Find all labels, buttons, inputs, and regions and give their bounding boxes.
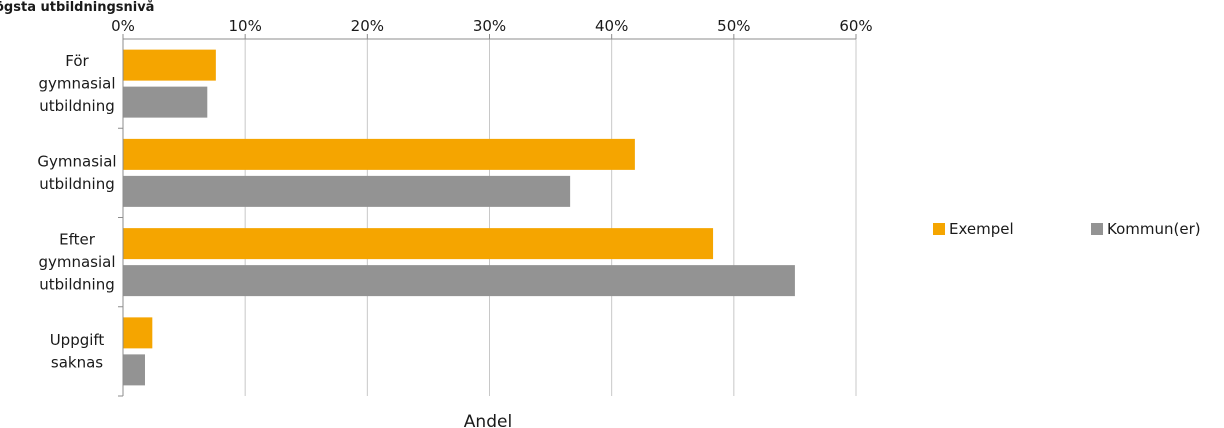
- x-tick-label: 10%: [228, 17, 261, 35]
- bars: [123, 49, 795, 386]
- category-label: Uppgift saknas: [50, 331, 105, 372]
- bar-exempel-2: [123, 228, 714, 260]
- category-label: För gymnasial utbildning: [38, 52, 115, 115]
- x-tick-label: 50%: [717, 17, 750, 35]
- legend-item: Kommun(er): [1091, 220, 1201, 238]
- x-tick-label: 60%: [839, 17, 872, 35]
- legend-label: Kommun(er): [1107, 220, 1201, 238]
- grid-lines: [244, 39, 857, 396]
- x-axis-label: Andel: [464, 412, 512, 428]
- category-label: Gymnasial utbildning: [37, 153, 116, 194]
- bar-kommun-er-2: [123, 265, 795, 297]
- x-tick-label: 30%: [473, 17, 506, 35]
- bar-exempel-3: [123, 317, 153, 349]
- x-tick-label: 40%: [595, 17, 628, 35]
- bar-kommun-er-3: [123, 354, 145, 386]
- x-tick-labels: 0% 10% 20% 30% 40% 50% 60%: [111, 17, 873, 35]
- category-labels: För gymnasial utbildning Gymnasial utbildnin…: [37, 52, 116, 372]
- axes: [118, 34, 857, 397]
- legend-swatch: [933, 223, 945, 235]
- legend: Exempel Kommun(er): [933, 220, 1201, 238]
- legend-label: Exempel: [949, 220, 1014, 238]
- bar-exempel-0: [123, 49, 216, 81]
- x-tick-label: 20%: [351, 17, 384, 35]
- x-tick-label: 0%: [111, 17, 135, 35]
- chart-title: ögsta utbildningsnivå: [0, 0, 154, 15]
- legend-swatch: [1091, 223, 1103, 235]
- legend-item: Exempel: [933, 220, 1014, 238]
- bar-kommun-er-1: [123, 175, 571, 207]
- bar-exempel-1: [123, 138, 635, 170]
- category-label: Efter gymnasial utbildning: [38, 231, 115, 294]
- bar-kommun-er-0: [123, 86, 208, 118]
